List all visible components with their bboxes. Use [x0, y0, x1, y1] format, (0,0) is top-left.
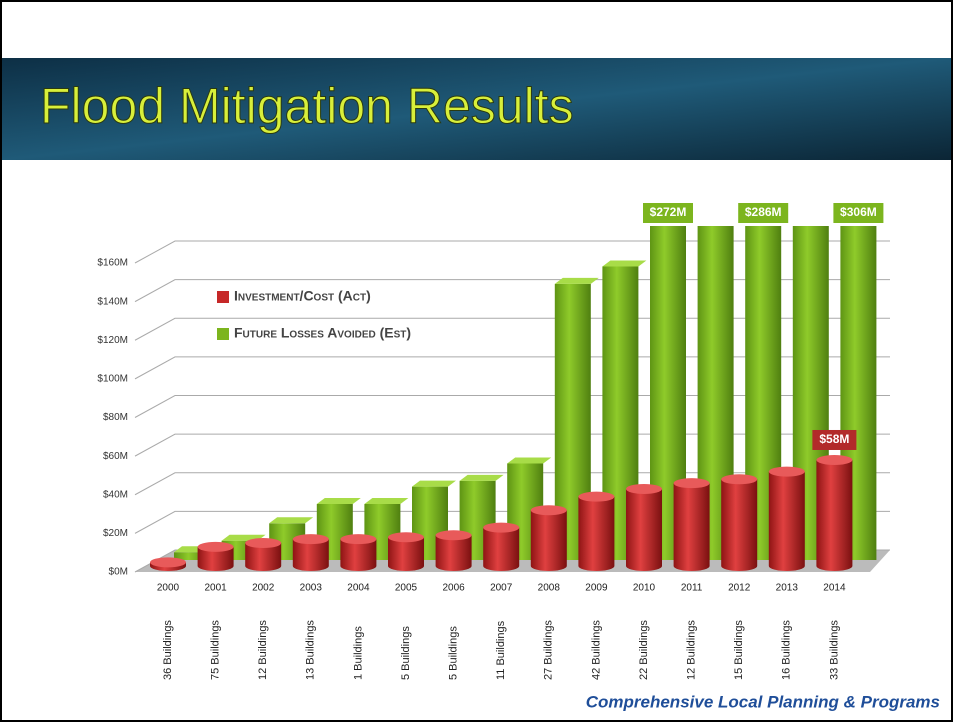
legend-swatch — [217, 291, 229, 303]
red-cylinder-top — [578, 491, 615, 502]
red-cylinder-top — [340, 534, 377, 545]
green-bar-top — [364, 497, 409, 504]
y-tick-label: $40M — [103, 489, 128, 500]
legend-swatch — [217, 328, 229, 340]
red-cylinder — [197, 546, 234, 571]
x-tick-label: 2014 — [823, 583, 846, 594]
y-tick-label: $20M — [103, 528, 128, 539]
x-tick-label: 2003 — [300, 583, 323, 594]
building-label: 16 Buildings — [781, 620, 793, 680]
red-cylinder — [626, 488, 662, 571]
value-label: $58M — [819, 432, 849, 446]
green-bar-top — [507, 457, 552, 464]
red-cylinder — [483, 527, 520, 571]
red-cylinder-top — [626, 483, 662, 494]
x-tick-label: 2008 — [538, 583, 561, 594]
building-label: 36 Buildings — [162, 620, 174, 680]
building-label: 5 Buildings — [448, 626, 460, 680]
y-tick-label: $60M — [103, 451, 128, 462]
y-tick-label: $140M — [97, 296, 128, 307]
building-label: 15 Buildings — [733, 620, 745, 680]
red-cylinder — [768, 471, 805, 571]
red-cylinder-top — [150, 557, 186, 568]
building-label: 75 Buildings — [210, 620, 222, 680]
x-tick-label: 2004 — [347, 583, 370, 594]
banner — [2, 58, 951, 160]
value-label: $286M — [745, 205, 782, 219]
red-cylinder-top — [292, 534, 329, 545]
y-tick-label: $80M — [103, 412, 128, 423]
value-label-box — [833, 203, 884, 223]
red-cylinder — [245, 543, 282, 571]
building-label: 5 Buildings — [400, 626, 412, 680]
green-bar-top — [316, 497, 361, 504]
building-label: 42 Buildings — [590, 620, 602, 680]
red-cylinder-top — [530, 505, 567, 516]
red-cylinder-top — [197, 541, 234, 552]
red-cylinder — [816, 459, 853, 571]
x-tick-label: 2006 — [442, 583, 465, 594]
red-cylinder — [340, 539, 377, 571]
red-cylinder — [435, 535, 472, 571]
value-label-box — [812, 429, 857, 450]
green-bar-top — [269, 517, 314, 524]
green-bar-top — [459, 474, 504, 481]
building-label: 12 Buildings — [257, 620, 269, 680]
red-cylinder-top — [483, 522, 520, 533]
red-cylinder — [578, 496, 615, 571]
red-cylinder — [292, 539, 329, 571]
legend-label: Future Losses Avoided (Est) — [234, 325, 411, 341]
red-cylinder — [721, 479, 758, 571]
value-label-box — [738, 203, 789, 223]
red-cylinder — [388, 537, 424, 571]
value-label: $306M — [840, 205, 877, 219]
green-bar-top — [554, 277, 599, 284]
footer: Comprehensive Local Planning & Programs — [586, 692, 940, 711]
y-tick-label: $160M — [97, 258, 128, 269]
x-tick-label: 2009 — [585, 583, 608, 594]
red-cylinder-top — [721, 474, 758, 485]
x-tick-label: 2010 — [633, 583, 656, 594]
x-tick-label: 2005 — [395, 583, 418, 594]
red-cylinder-top — [388, 532, 424, 543]
building-label: 11 Buildings — [495, 620, 507, 680]
building-label: 1 Buildings — [352, 626, 364, 680]
red-cylinder-top — [245, 538, 282, 549]
green-bar-top — [412, 480, 456, 487]
x-tick-label: 2011 — [681, 583, 703, 594]
building-label: 33 Buildings — [828, 620, 840, 680]
x-tick-label: 2001 — [204, 583, 227, 594]
x-tick-label: 2012 — [728, 583, 751, 594]
x-tick-label: 2002 — [252, 583, 275, 594]
plot — [150, 226, 877, 571]
value-label: $272M — [650, 205, 687, 219]
x-tick-label: 2013 — [776, 583, 799, 594]
title: Flood Mitigation Results — [40, 78, 574, 134]
y-tick-label: $100M — [97, 374, 128, 385]
y-tick-label: $0M — [109, 567, 128, 578]
value-label-box — [643, 203, 693, 223]
building-label: 12 Buildings — [686, 620, 698, 680]
red-cylinder — [530, 510, 567, 571]
legend-label: Investment/Cost (Act) — [234, 288, 371, 304]
building-label: 22 Buildings — [638, 620, 650, 680]
building-label: 27 Buildings — [543, 620, 555, 680]
red-cylinder-top — [435, 530, 472, 541]
green-bar — [174, 552, 210, 560]
red-cylinder — [673, 483, 710, 571]
red-cylinder-top — [673, 478, 710, 489]
red-cylinder-top — [768, 466, 805, 477]
green-bar-top — [602, 260, 647, 267]
red-cylinder-top — [816, 454, 853, 465]
y-tick-label: $120M — [97, 335, 128, 346]
x-tick-label: 2007 — [490, 583, 513, 594]
x-tick-label: 2000 — [157, 583, 180, 594]
building-label: 13 Buildings — [305, 620, 317, 680]
